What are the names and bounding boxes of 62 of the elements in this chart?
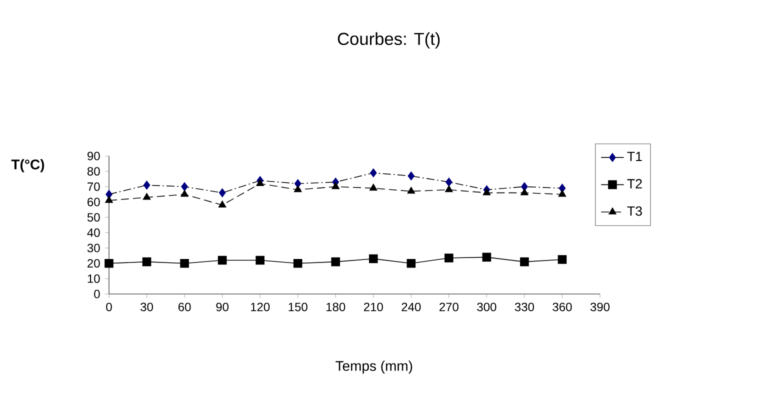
legend-label: T3 xyxy=(627,206,642,216)
point xyxy=(293,258,302,268)
x-tick-label: 360 xyxy=(552,302,572,312)
x-tick-label: 60 xyxy=(178,302,191,312)
point xyxy=(181,182,188,192)
point xyxy=(445,185,453,192)
point xyxy=(558,190,566,197)
x-tick-label: 120 xyxy=(250,302,270,312)
point xyxy=(482,252,492,262)
y-tick-label: 40 xyxy=(87,228,100,237)
point xyxy=(406,258,416,268)
point xyxy=(407,186,416,194)
point xyxy=(482,188,491,196)
y-axis-title: T(°C) xyxy=(11,159,44,172)
point xyxy=(105,196,113,203)
x-tick-label: 330 xyxy=(514,302,534,312)
y-tick-label: 50 xyxy=(87,213,100,222)
point xyxy=(143,180,150,190)
point xyxy=(408,172,415,180)
x-axis-title: Temps (mm) xyxy=(336,360,412,374)
point xyxy=(218,256,227,265)
x-tick-label: 30 xyxy=(140,302,153,312)
point xyxy=(368,254,378,264)
chart-title: Courbes: T(t) xyxy=(338,32,440,48)
y-tick-label: 20 xyxy=(88,259,100,268)
point xyxy=(180,258,189,268)
point xyxy=(332,182,340,190)
point xyxy=(370,184,378,191)
point xyxy=(256,256,264,265)
y-tick-label: 90 xyxy=(88,152,100,160)
y-tick-label: 80 xyxy=(87,167,100,176)
x-tick-label: 210 xyxy=(364,302,383,312)
x-tick-label: 0 xyxy=(106,302,112,312)
point xyxy=(331,257,340,266)
point xyxy=(520,188,528,196)
y-tick-label: 0 xyxy=(94,290,100,298)
point xyxy=(558,255,567,264)
point xyxy=(370,168,377,178)
point xyxy=(294,185,302,192)
x-tick-label: 240 xyxy=(402,302,421,312)
y-tick-label: 30 xyxy=(87,244,100,252)
point xyxy=(104,258,114,268)
point xyxy=(256,179,264,186)
y-tick-label: 10 xyxy=(88,274,100,283)
y-tick-label: 70 xyxy=(88,182,100,191)
point xyxy=(520,257,529,266)
point xyxy=(142,257,152,266)
point xyxy=(218,188,226,198)
point xyxy=(180,190,188,197)
x-tick-label: 90 xyxy=(216,302,229,312)
legend-label: T2 xyxy=(627,179,642,188)
x-tick-label: 390 xyxy=(590,302,610,312)
point xyxy=(446,178,452,186)
point xyxy=(218,200,226,208)
y-tick-label: 60 xyxy=(88,198,100,206)
point xyxy=(444,254,454,262)
x-tick-label: 300 xyxy=(477,302,496,312)
x-tick-label: 270 xyxy=(440,302,458,312)
x-tick-label: 180 xyxy=(326,302,346,312)
point xyxy=(142,193,151,200)
x-tick-label: 150 xyxy=(288,302,308,312)
legend-label: T1 xyxy=(627,152,642,162)
